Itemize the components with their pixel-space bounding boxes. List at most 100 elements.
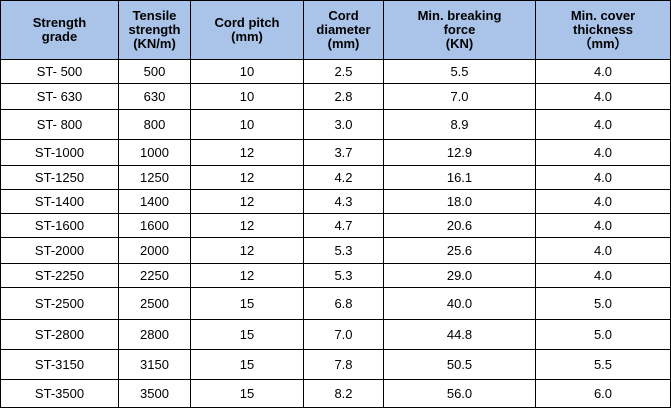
table-cell: 15 xyxy=(190,379,304,408)
table-row: ST-1400 1400 12 4.3 18.0 4.0 xyxy=(0,189,671,214)
table-cell: 5.3 xyxy=(303,263,384,288)
table-cell: 5.5 xyxy=(535,349,671,380)
table-cell: 44.8 xyxy=(383,319,536,350)
table-cell: ST-2250 xyxy=(0,263,119,288)
table-cell: 12.9 xyxy=(383,139,536,166)
table-cell: 630 xyxy=(118,83,191,110)
table-cell: ST-3150 xyxy=(0,349,119,380)
table-cell: 4.0 xyxy=(535,109,671,140)
table-body: ST- 500 500 10 2.5 5.5 4.0 ST- 630 630 10 2.8 7.0 4… xyxy=(0,59,671,408)
table-row: ST-2250 2250 12 5.3 29.0 4.0 xyxy=(0,263,671,288)
table-cell: 500 xyxy=(118,59,191,84)
table-cell: ST-1250 xyxy=(0,165,119,190)
table-cell: ST-1000 xyxy=(0,139,119,166)
table-cell: 4.2 xyxy=(303,165,384,190)
table-cell: 4.0 xyxy=(535,213,671,238)
table-cell: 4.0 xyxy=(535,237,671,264)
table-cell: 3.0 xyxy=(303,109,384,140)
table-cell: 1600 xyxy=(118,213,191,238)
table-row: ST-1250 1250 12 4.2 16.1 4.0 xyxy=(0,165,671,190)
table-cell: 7.0 xyxy=(303,319,384,350)
table-row: ST-3500 3500 15 8.2 56.0 6.0 xyxy=(0,379,671,408)
header-cell: Strength grade xyxy=(0,0,119,60)
table-cell: 800 xyxy=(118,109,191,140)
table-cell: 8.2 xyxy=(303,379,384,408)
table-cell: 8.9 xyxy=(383,109,536,140)
table-cell: ST-2800 xyxy=(0,319,119,350)
table-cell: 6.0 xyxy=(535,379,671,408)
table-cell: 10 xyxy=(190,83,304,110)
table-cell: 40.0 xyxy=(383,287,536,320)
table-cell: 10 xyxy=(190,59,304,84)
table-cell: 50.5 xyxy=(383,349,536,380)
table-cell: ST-3500 xyxy=(0,379,119,408)
table-cell: 4.0 xyxy=(535,83,671,110)
table-cell: 4.0 xyxy=(535,263,671,288)
table-cell: ST-2500 xyxy=(0,287,119,320)
header-cell: Cord pitch (mm) xyxy=(190,0,304,60)
table-cell: 5.0 xyxy=(535,319,671,350)
header-row: Strength grade Tensile strength (KN/m) Cor… xyxy=(0,0,671,60)
table-cell: 2000 xyxy=(118,237,191,264)
table-cell: 56.0 xyxy=(383,379,536,408)
table-cell: 18.0 xyxy=(383,189,536,214)
table-cell: 1250 xyxy=(118,165,191,190)
table-cell: 10 xyxy=(190,109,304,140)
header-cell: Min. cover thickness （mm） xyxy=(535,0,671,60)
header-cell: Cord diameter (mm) xyxy=(303,0,384,60)
table-row: ST-1600 1600 12 4.7 20.6 4.0 xyxy=(0,213,671,238)
header-cell: Tensile strength (KN/m) xyxy=(118,0,191,60)
table-cell: 5.0 xyxy=(535,287,671,320)
table-cell: 12 xyxy=(190,165,304,190)
table-cell: 3.7 xyxy=(303,139,384,166)
table-cell: 2.5 xyxy=(303,59,384,84)
table-cell: 4.3 xyxy=(303,189,384,214)
table-cell: 12 xyxy=(190,237,304,264)
table-cell: 5.5 xyxy=(383,59,536,84)
table-row: ST-2000 2000 12 5.3 25.6 4.0 xyxy=(0,237,671,264)
table-row: ST- 630 630 10 2.8 7.0 4.0 xyxy=(0,83,671,110)
table-cell: 1400 xyxy=(118,189,191,214)
table-row: ST-1000 1000 12 3.7 12.9 4.0 xyxy=(0,139,671,166)
table-cell: 4.0 xyxy=(535,139,671,166)
table-cell: 25.6 xyxy=(383,237,536,264)
table-cell: 4.0 xyxy=(535,59,671,84)
table-cell: 3500 xyxy=(118,379,191,408)
table-row: ST- 500 500 10 2.5 5.5 4.0 xyxy=(0,59,671,84)
table-cell: ST- 630 xyxy=(0,83,119,110)
table-cell: 12 xyxy=(190,213,304,238)
table-cell: 16.1 xyxy=(383,165,536,190)
table-cell: 12 xyxy=(190,139,304,166)
table-cell: 4.7 xyxy=(303,213,384,238)
table-cell: 15 xyxy=(190,287,304,320)
table-cell: 2500 xyxy=(118,287,191,320)
table-cell: 2800 xyxy=(118,319,191,350)
table-cell: 15 xyxy=(190,319,304,350)
table-cell: 20.6 xyxy=(383,213,536,238)
table-cell: 4.0 xyxy=(535,189,671,214)
table-row: ST-2800 2800 15 7.0 44.8 5.0 xyxy=(0,319,671,350)
table-cell: ST- 500 xyxy=(0,59,119,84)
table-row: ST-3150 3150 15 7.8 50.5 5.5 xyxy=(0,349,671,380)
table-cell: 7.0 xyxy=(383,83,536,110)
table-cell: ST- 800 xyxy=(0,109,119,140)
table-cell: 12 xyxy=(190,189,304,214)
table-cell: 2250 xyxy=(118,263,191,288)
table-cell: 4.0 xyxy=(535,165,671,190)
table-cell: ST-1400 xyxy=(0,189,119,214)
table-cell: ST-2000 xyxy=(0,237,119,264)
table-cell: ST-1600 xyxy=(0,213,119,238)
table-cell: 7.8 xyxy=(303,349,384,380)
table-cell: 29.0 xyxy=(383,263,536,288)
table-cell: 6.8 xyxy=(303,287,384,320)
table-row: ST-2500 2500 15 6.8 40.0 5.0 xyxy=(0,287,671,320)
table-cell: 1000 xyxy=(118,139,191,166)
table-cell: 2.8 xyxy=(303,83,384,110)
table-cell: 12 xyxy=(190,263,304,288)
table-cell: 3150 xyxy=(118,349,191,380)
table-cell: 5.3 xyxy=(303,237,384,264)
table-cell: 15 xyxy=(190,349,304,380)
table-row: ST- 800 800 10 3.0 8.9 4.0 xyxy=(0,109,671,140)
